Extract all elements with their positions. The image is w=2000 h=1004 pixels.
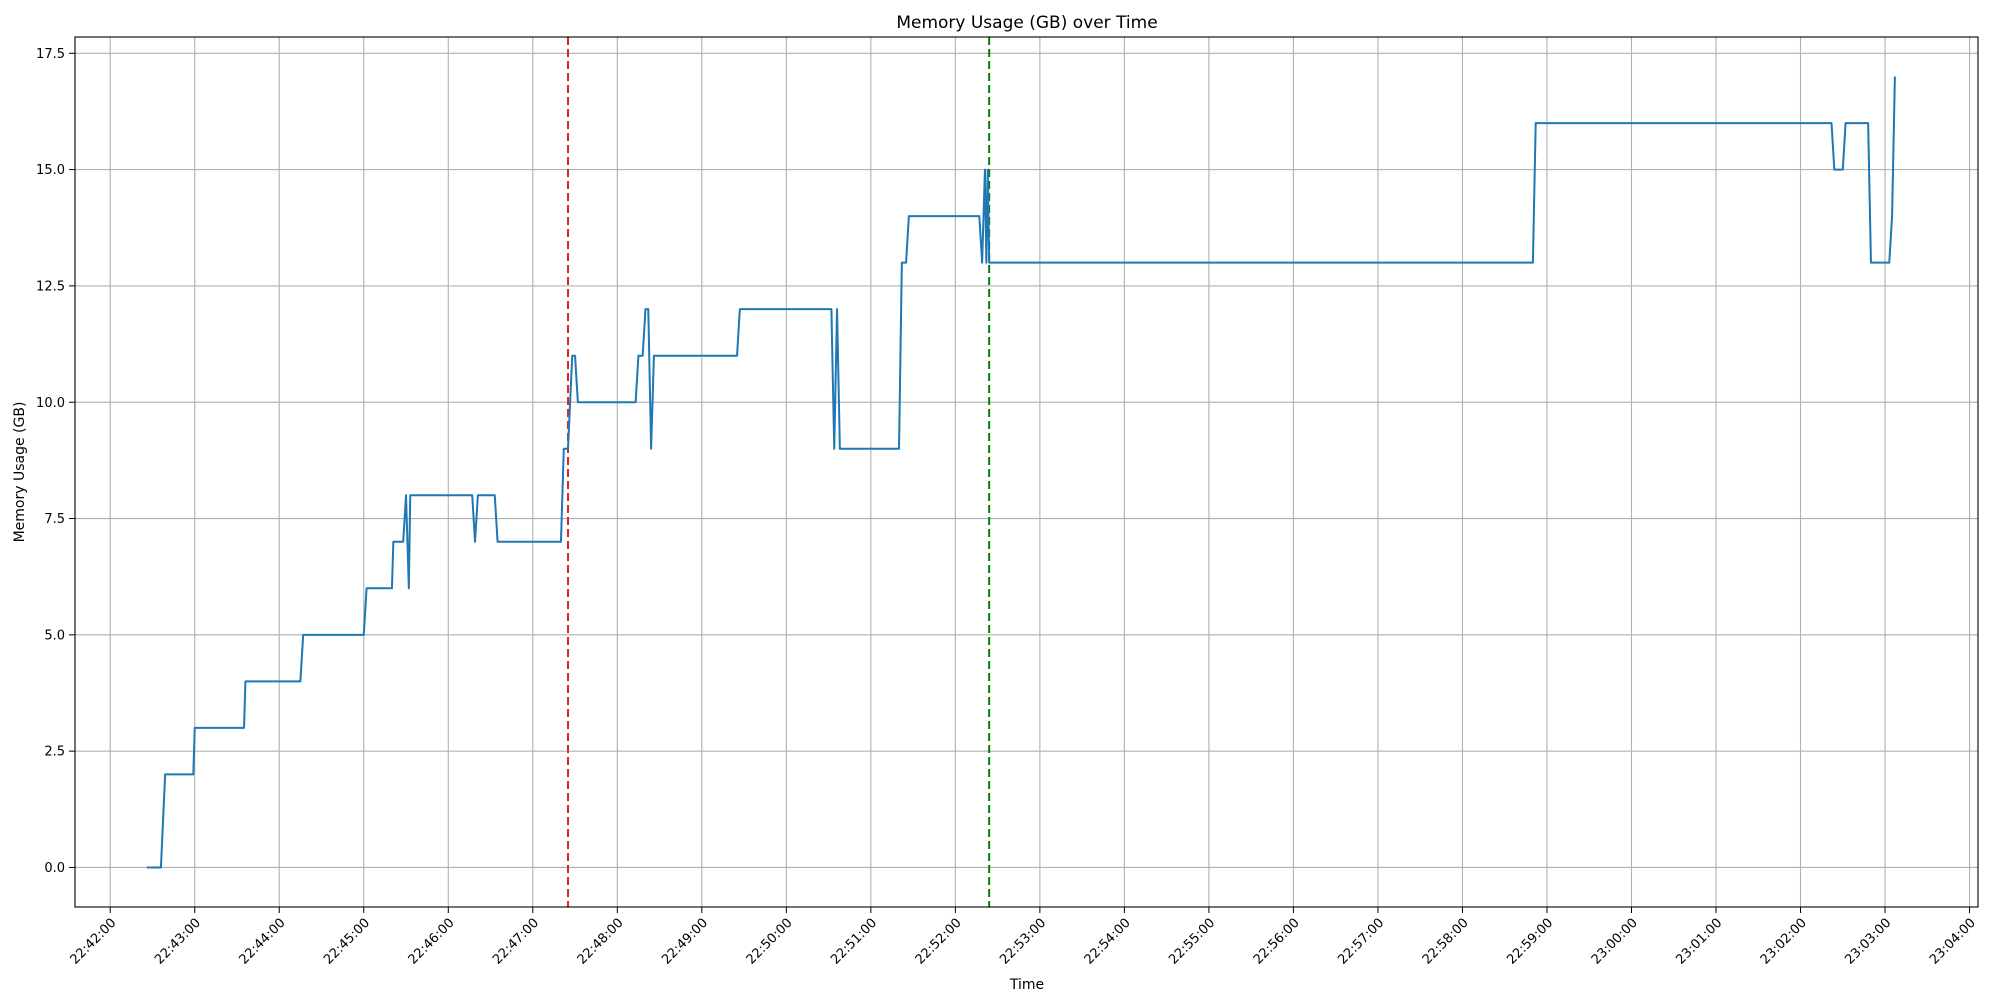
y-tick-label: 10.0 <box>36 396 65 411</box>
y-tick-label: 15.0 <box>36 163 65 178</box>
y-tick-label: 7.5 <box>44 512 65 527</box>
memory-usage-series-line <box>146 76 1896 869</box>
chart-title: Memory Usage (GB) over Time <box>896 13 1157 33</box>
series-layer <box>146 76 1896 869</box>
y-tick-label: 0.0 <box>44 861 65 876</box>
y-axis-label: Memory Usage (GB) <box>12 402 28 543</box>
x-axis-label: Time <box>1009 977 1044 993</box>
y-axis: 0.0 2.5 5.0 7.5 10.0 12.5 15.0 17.5 <box>36 47 75 876</box>
y-tick-label: 2.5 <box>44 745 65 760</box>
y-tick-label: 17.5 <box>36 47 65 62</box>
y-tick-label: 5.0 <box>44 628 65 643</box>
grid <box>75 37 1978 907</box>
y-tick-label: 12.5 <box>36 279 65 294</box>
plot-frame <box>74 36 1979 908</box>
vertical-markers <box>567 37 991 907</box>
